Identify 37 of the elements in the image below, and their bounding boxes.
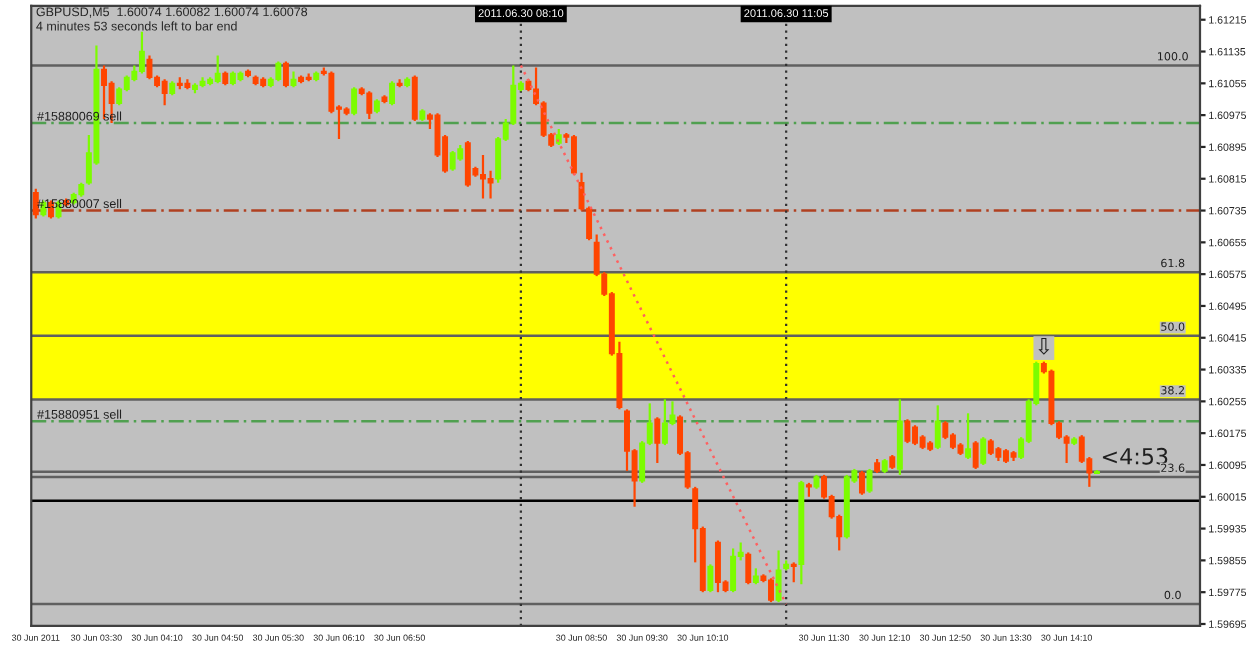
candlestick — [101, 64, 107, 121]
candlestick — [389, 80, 396, 107]
candlestick — [449, 149, 456, 172]
candlestick — [661, 398, 668, 447]
candlestick — [768, 577, 774, 604]
candlestick — [707, 563, 714, 594]
candlestick — [32, 187, 39, 220]
candlestick — [745, 551, 752, 586]
candlestick — [487, 169, 494, 200]
annotation: ⇩ — [1038, 338, 1050, 355]
candlestick — [351, 86, 358, 117]
candlestick — [328, 70, 335, 115]
candlestick — [282, 60, 289, 89]
candlestick — [275, 60, 282, 83]
candlestick — [790, 561, 797, 584]
candlestick — [965, 412, 972, 461]
annotation: <4:53 — [1102, 447, 1168, 465]
candlestick — [654, 416, 661, 465]
candlestick — [464, 139, 471, 188]
candlestick — [161, 78, 168, 107]
candlestick — [912, 424, 918, 447]
candlestick — [858, 469, 865, 496]
candlestick — [980, 436, 987, 467]
candlestick — [866, 467, 873, 494]
candlestick — [214, 54, 221, 85]
candlestick — [570, 133, 577, 176]
candlestick — [934, 404, 941, 451]
candlestick — [366, 90, 373, 121]
candlestick — [972, 440, 979, 471]
candlestick — [904, 418, 911, 445]
candlestick — [714, 539, 721, 594]
candlestick — [411, 74, 418, 123]
candlestick — [138, 30, 145, 75]
candlestick — [730, 547, 737, 594]
candlestick — [896, 398, 903, 477]
candlestick — [480, 153, 486, 200]
candlestick — [775, 549, 782, 604]
